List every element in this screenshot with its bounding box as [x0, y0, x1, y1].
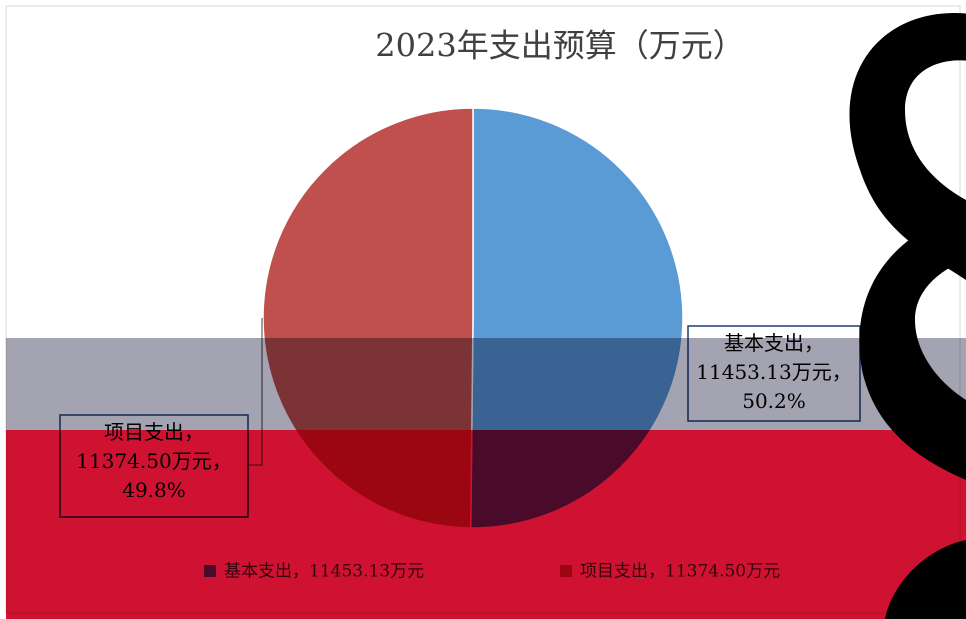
chart-title: 2023年支出预算（万元）	[375, 27, 744, 65]
chart: 2023年支出预算（万元） 基本支出，11453.13万元，50.2%项目支出，…	[0, 0, 966, 619]
legend-swatch	[560, 565, 572, 577]
legend-label: 项目支出，11374.50万元	[580, 562, 780, 582]
legend-swatch	[204, 565, 216, 577]
legend-label: 基本支出，11453.13万元	[224, 562, 424, 582]
pie	[263, 108, 683, 528]
